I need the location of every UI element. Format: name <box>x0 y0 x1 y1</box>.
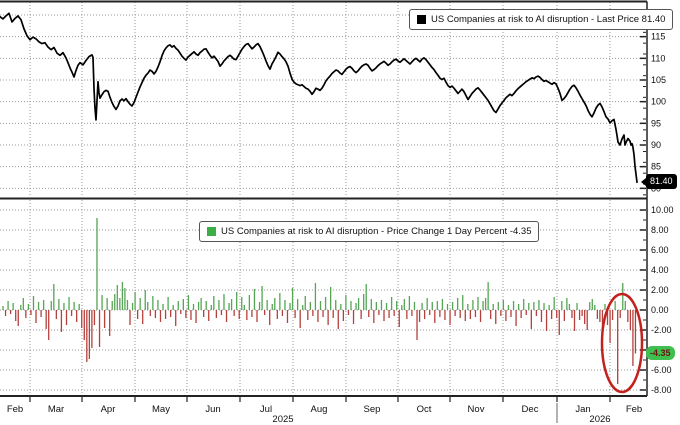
svg-text:-2.00: -2.00 <box>651 325 672 335</box>
svg-text:Jul: Jul <box>260 404 272 415</box>
svg-text:0.00: 0.00 <box>651 305 669 315</box>
bottom-legend-label: US Companies at risk to AI disruption - … <box>221 226 532 237</box>
svg-text:6.00: 6.00 <box>651 245 669 255</box>
svg-text:Apr: Apr <box>101 404 116 415</box>
svg-text:Feb: Feb <box>626 404 642 415</box>
selloff-annotation-ellipse <box>600 292 644 394</box>
svg-text:95: 95 <box>651 118 661 128</box>
bottom-y-axis-labels: 10.008.006.004.002.000.00-2.00-4.00-6.00… <box>640 205 674 395</box>
svg-text:Sep: Sep <box>364 404 381 415</box>
svg-text:Dec: Dec <box>522 404 539 415</box>
gridlines <box>0 2 646 395</box>
svg-text:Mar: Mar <box>48 404 64 415</box>
svg-text:8.00: 8.00 <box>651 225 669 235</box>
price-line[interactable] <box>0 12 638 184</box>
price-change-badge: -4.35 <box>646 346 675 360</box>
svg-text:Jun: Jun <box>205 404 220 415</box>
svg-text:100: 100 <box>651 97 666 107</box>
svg-text:Aug: Aug <box>311 404 328 415</box>
svg-text:110: 110 <box>651 53 665 63</box>
svg-text:-8.00: -8.00 <box>651 385 672 395</box>
svg-text:90: 90 <box>651 140 661 150</box>
price-change-bars[interactable] <box>2 218 637 384</box>
last-price-swatch-icon <box>417 15 426 24</box>
top-panel-legend[interactable]: US Companies at risk to AI disruption - … <box>409 9 674 30</box>
svg-text:2026: 2026 <box>589 414 610 425</box>
top-y-axis-labels: 12011511010510095908580 <box>640 10 666 196</box>
svg-text:10.00: 10.00 <box>651 205 674 215</box>
svg-text:Oct: Oct <box>417 404 432 415</box>
svg-text:115: 115 <box>651 32 665 42</box>
svg-text:-6.00: -6.00 <box>651 365 672 375</box>
last-price-badge: 81.40 <box>641 174 677 189</box>
top-legend-label: US Companies at risk to AI disruption - … <box>431 14 666 25</box>
bottom-panel-legend[interactable]: US Companies at risk to AI disruption - … <box>199 221 540 242</box>
svg-text:2.00: 2.00 <box>651 285 669 295</box>
svg-text:105: 105 <box>651 75 666 85</box>
svg-text:May: May <box>152 404 170 415</box>
svg-text:Feb: Feb <box>7 404 23 415</box>
x-axis-labels: Feb Mar Apr May Jun Jul Aug Sep Oct Nov Dec Jan Feb 2… <box>7 396 642 425</box>
svg-text:85: 85 <box>651 162 661 172</box>
svg-text:2025: 2025 <box>272 414 293 425</box>
axes <box>0 0 648 397</box>
price-change-swatch-icon <box>207 227 216 236</box>
svg-text:Nov: Nov <box>468 404 485 415</box>
svg-text:Jan: Jan <box>575 404 590 415</box>
svg-text:4.00: 4.00 <box>651 265 669 275</box>
